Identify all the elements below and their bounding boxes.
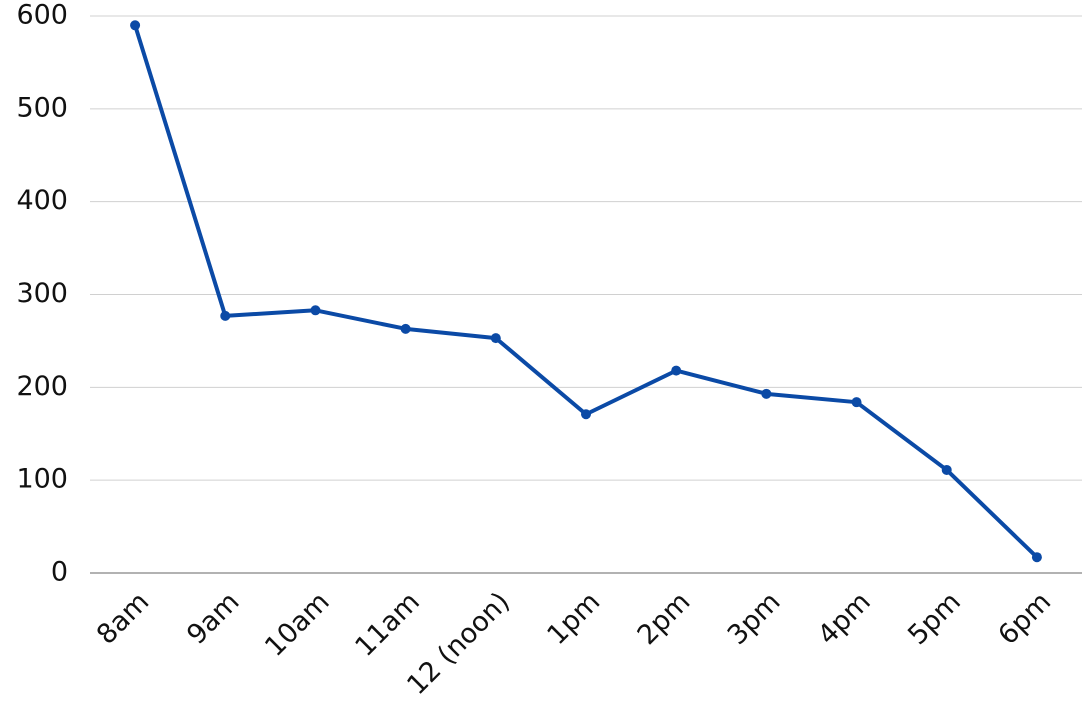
x-tick-label: 2pm [632, 586, 697, 651]
y-tick-label: 0 [51, 557, 68, 588]
y-tick-label: 600 [16, 0, 68, 31]
x-tick-label: 6pm [992, 586, 1057, 651]
point [310, 305, 321, 316]
point [490, 333, 501, 344]
point [130, 20, 141, 31]
x-tick-label: 9am [181, 586, 245, 650]
x-tick-label: 11am [349, 586, 426, 663]
x-tick-label: 1pm [541, 586, 606, 651]
point [941, 464, 952, 475]
point [671, 365, 682, 376]
x-tick-label: 10am [259, 586, 336, 663]
x-tick-label: 5pm [902, 586, 967, 651]
series-line [133, 24, 1039, 559]
point [581, 409, 591, 420]
point [761, 388, 772, 399]
point [1031, 552, 1042, 563]
x-tick-label: 3pm [722, 586, 787, 651]
point [400, 323, 411, 334]
y-tick-label: 400 [16, 185, 68, 216]
point [220, 310, 231, 321]
y-tick-label: 500 [16, 92, 68, 123]
y-tick-label: 100 [16, 464, 68, 495]
point [851, 397, 862, 408]
y-tick-label: 300 [16, 278, 68, 309]
x-tick-label: 8am [91, 586, 155, 650]
y-tick-label: 200 [16, 371, 68, 402]
x-tick-label: 4pm [812, 586, 877, 651]
